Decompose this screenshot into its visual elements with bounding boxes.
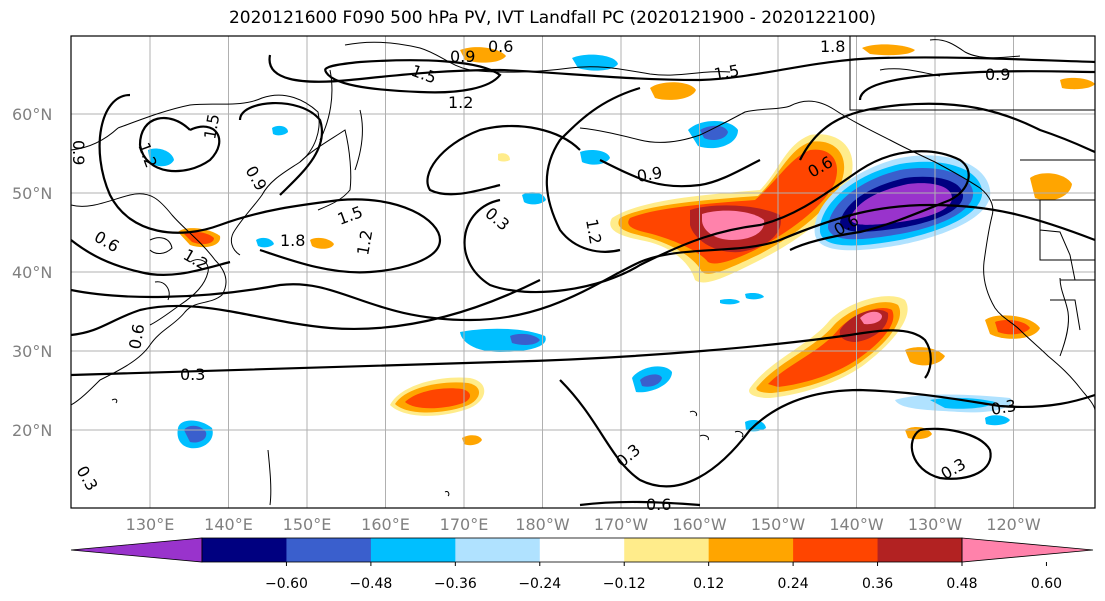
lon-label: 120°W [986, 515, 1041, 534]
colorbar-swatches [70, 537, 1094, 563]
colorbar-swatch [455, 538, 541, 562]
lon-label: 140°W [829, 515, 884, 534]
colorbar-swatch [539, 538, 625, 562]
lat-label: 50°N [12, 184, 52, 203]
lat-label: 60°N [12, 105, 52, 124]
colorbar-tick-label: 0.48 [946, 576, 977, 592]
colorbar-swatch [877, 538, 963, 562]
colorbar-swatch [370, 538, 456, 562]
contour-label: 0.9 [985, 65, 1010, 84]
contour-label: 0.6 [91, 227, 123, 256]
colorbar-swatch [624, 538, 710, 562]
contour-label: 1.2 [353, 228, 376, 256]
contour-label: 0.9 [242, 163, 271, 195]
colorbar-tick-label: −0.36 [434, 576, 477, 592]
contour-label: 1.5 [335, 202, 365, 229]
lat-label: 20°N [12, 421, 52, 440]
lon-label: 170°E [440, 515, 489, 534]
chart-title: 2020121600 F090 500 hPa PV, IVT Landfall… [228, 8, 876, 28]
colorbar-extend-high [961, 537, 1094, 563]
contour-label: 0.3 [612, 440, 644, 471]
colorbar-labels: −0.60 −0.48 −0.36 −0.24 −0.12 0.12 0.24 … [265, 576, 1062, 592]
colorbar: −0.60 −0.48 −0.36 −0.24 −0.12 0.12 0.24 … [70, 537, 1094, 592]
contour-label: 0.6 [646, 495, 671, 514]
contour-label: 1.5 [200, 112, 223, 140]
map-frame [70, 35, 1096, 509]
lon-label: 150°E [283, 515, 332, 534]
contour-label: 0.3 [989, 396, 1017, 419]
lon-label: 130°E [126, 515, 175, 534]
lon-label: 180°W [515, 515, 570, 534]
negative-anomaly-gulf-of-alaska [814, 155, 991, 251]
contour-label: 1.8 [820, 37, 845, 56]
colorbar-ticks [285, 562, 1047, 566]
colorbar-swatch [708, 538, 794, 562]
contour-label: 0.9 [635, 163, 663, 186]
lon-label: 130°W [908, 515, 963, 534]
contour-label: 1.8 [280, 231, 305, 250]
lat-label: 40°N [12, 263, 52, 282]
colorbar-extend-low [70, 537, 203, 563]
pv-contours [71, 54, 1095, 507]
contour-label: 0.3 [180, 365, 205, 384]
colorbar-tick-label: 0.60 [1031, 576, 1062, 592]
lon-label: 140°E [204, 515, 253, 534]
shading-layer [148, 44, 1095, 449]
contour-label: 1.2 [582, 217, 605, 245]
contour-label: 0.6 [488, 37, 513, 56]
graticule [71, 36, 1095, 508]
colorbar-tick-label: 0.24 [778, 576, 809, 592]
lon-label: 160°W [672, 515, 727, 534]
lat-label: 30°N [12, 342, 52, 361]
colorbar-outline [201, 537, 963, 563]
contour-label: 1.2 [448, 93, 473, 112]
positive-anomaly-northeast-pacific [610, 134, 853, 283]
contour-label: 0.6 [125, 322, 148, 350]
colorbar-tick-label: −0.60 [265, 576, 308, 592]
colorbar-tick-label: −0.24 [518, 576, 561, 592]
contour-label: 1.2 [134, 140, 161, 170]
longitude-labels: 130°E 140°E 150°E 160°E 170°E 180°W 170°… [126, 515, 1041, 534]
lon-label: 160°E [361, 515, 410, 534]
colorbar-tick-label: −0.12 [603, 576, 646, 592]
contour-label: 0.3 [73, 463, 102, 495]
small-anomaly-patches [148, 44, 1095, 449]
colorbar-tick-label: 0.36 [862, 576, 893, 592]
colorbar-tick-label: −0.48 [349, 576, 392, 592]
lon-label: 170°W [594, 515, 649, 534]
latitude-labels: 60°N 50°N 40°N 30°N 20°N [12, 105, 52, 440]
colorbar-tick-label: 0.12 [693, 576, 724, 592]
contour-label: 0.9 [69, 140, 88, 165]
contour-label: 1.5 [712, 61, 740, 84]
contour-label: 1.5 [409, 61, 439, 88]
positive-anomaly-subtropical [749, 296, 908, 398]
positive-anomaly-central-pacific [390, 377, 485, 416]
contour-label: 0.9 [450, 47, 475, 66]
contour-label: 0.3 [481, 204, 513, 235]
coastlines [71, 36, 1095, 506]
colorbar-swatch [793, 538, 879, 562]
colorbar-swatch [202, 538, 287, 562]
colorbar-swatch [286, 538, 372, 562]
lon-label: 150°W [751, 515, 806, 534]
